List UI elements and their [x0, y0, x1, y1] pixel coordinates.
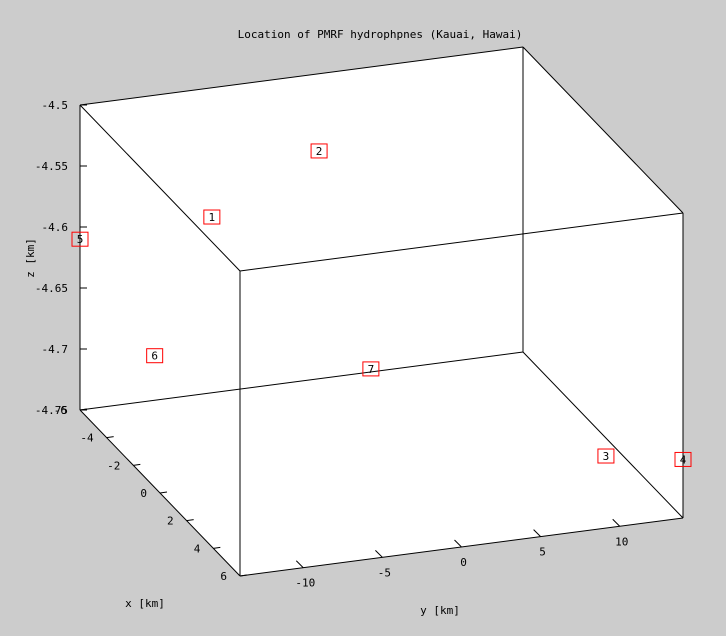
y-tick-label: -10	[295, 577, 315, 590]
back-pane	[80, 47, 523, 410]
marker-square	[674, 451, 692, 467]
y-tick-mark	[375, 550, 383, 558]
x-tick-label: 4	[194, 542, 201, 555]
z-tick-label: -4.7	[42, 343, 69, 356]
x-tick-label: 6	[220, 570, 227, 583]
axes-box	[79, 46, 684, 577]
y-tick-mark	[533, 529, 541, 537]
chart-title: Location of PMRF hydrophpnes (Kauai, Haw…	[238, 28, 523, 41]
x-tick-mark	[239, 574, 248, 577]
y-tick-label: 0	[460, 556, 467, 569]
axes-edge	[522, 351, 684, 519]
marker-label: 4	[680, 453, 687, 466]
marker-square	[146, 348, 164, 364]
marker-square	[310, 143, 328, 159]
y-tick-label: -5	[378, 566, 391, 579]
y-tick-label: 5	[539, 546, 546, 559]
axes-edge	[79, 46, 524, 106]
x-tick-mark	[106, 436, 114, 439]
side-pane	[523, 47, 683, 518]
hydrophone-marker-5: 5	[71, 231, 89, 247]
hydrophone-marker-7: 7	[362, 361, 380, 377]
z-tick-label: -4.75	[35, 404, 68, 417]
marker-label: 6	[151, 350, 158, 363]
marker-label: 7	[368, 363, 375, 376]
axes-edge	[239, 212, 684, 272]
marker-label: 3	[603, 450, 610, 463]
hydrophone-marker-6: 6	[146, 348, 164, 364]
x-tick-label: -6	[54, 404, 67, 417]
marker-square	[597, 448, 615, 464]
x-tick-mark	[159, 491, 168, 494]
y-axis-ticks: -10 -5 0 5 10	[295, 518, 628, 590]
x-tick-label: -4	[80, 432, 94, 445]
x-tick-label: 0	[140, 487, 147, 500]
hydrophone-marker-4: 4	[674, 451, 692, 467]
x-tick-label: 2	[167, 515, 174, 528]
y-tick-label: 10	[615, 535, 628, 548]
marker-square	[362, 361, 380, 377]
marker-square	[203, 209, 221, 225]
z-tick-label: -4.6	[42, 221, 69, 234]
y-tick-mark	[454, 539, 462, 548]
marker-label: 5	[77, 233, 84, 246]
axes-edge	[79, 104, 241, 272]
x-tick-mark	[186, 519, 194, 522]
marker-label: 2	[316, 145, 323, 158]
z-tick-label: -4.5	[42, 99, 69, 112]
x-tick-mark	[213, 546, 221, 549]
y-tick-mark	[295, 560, 304, 569]
marker-label: 1	[209, 211, 216, 224]
hydrophone-marker-2: 2	[310, 143, 328, 159]
axes-edge	[522, 46, 684, 214]
y-tick-mark	[612, 518, 621, 527]
x-tick-label: -2	[107, 459, 120, 472]
data-markers: 1 2 3 4 5 6 7	[71, 143, 692, 467]
x-axis-label: x [km]	[125, 597, 165, 610]
x-axis-ticks: -6 -4 -2 0 2 4 6	[54, 404, 248, 583]
axes-edge	[79, 351, 524, 411]
z-tick-label: -4.55	[35, 160, 68, 173]
hydrophone-marker-1: 1	[203, 209, 221, 225]
z-axis-ticks: -4.5 -4.55 -4.6 -4.65 -4.7 -4.75	[35, 99, 87, 417]
z-axis-label: z [km]	[24, 238, 37, 278]
marker-square	[71, 231, 89, 247]
floor-pane	[80, 352, 683, 576]
y-axis-label: y [km]	[420, 604, 460, 617]
z-tick-label: -4.65	[35, 282, 68, 295]
hydrophone-marker-3: 3	[597, 448, 615, 464]
x-tick-mark	[133, 463, 141, 466]
